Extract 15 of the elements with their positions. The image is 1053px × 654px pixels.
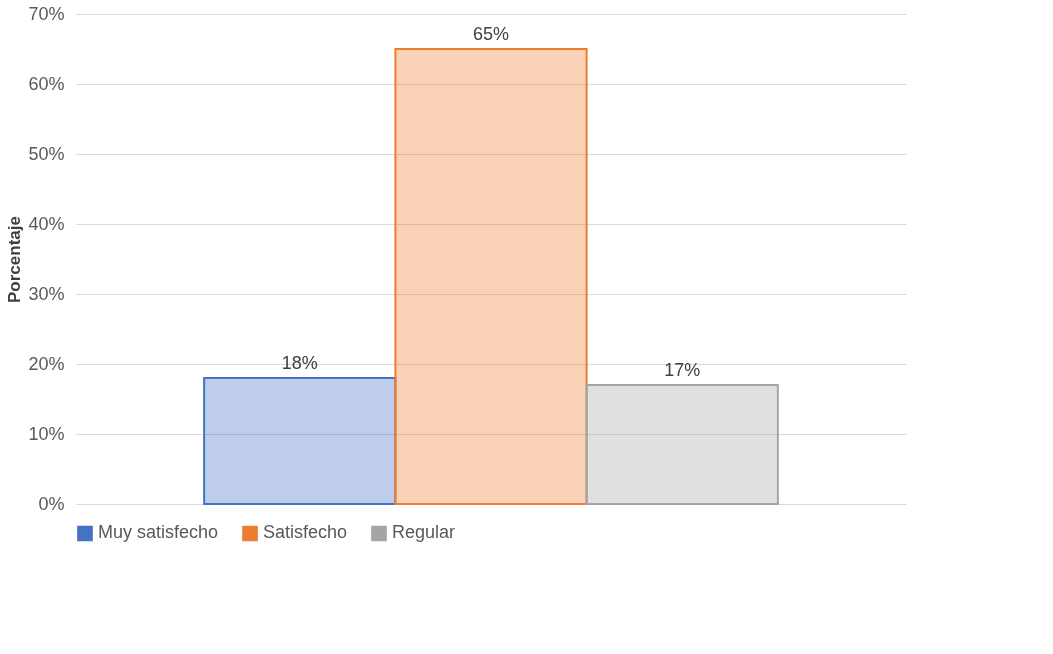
legend-label: Regular <box>392 522 456 543</box>
legend-label: Muy satisfecho <box>98 522 219 543</box>
y-tick-label: 70% <box>28 3 65 24</box>
legend-label: Satisfecho <box>263 522 348 543</box>
y-tick-label: 30% <box>28 283 65 304</box>
y-tick-label: 60% <box>28 73 65 94</box>
data-label: 17% <box>664 360 701 380</box>
y-tick-label: 40% <box>28 213 65 234</box>
data-label: 18% <box>281 353 318 373</box>
y-tick-label: 20% <box>28 353 65 374</box>
y-axis-title: Porcentaje <box>5 216 25 303</box>
y-tick-label: 50% <box>28 143 65 164</box>
y-tick-label: 0% <box>38 493 65 514</box>
data-label: 65% <box>472 24 510 44</box>
y-tick-label: 10% <box>28 423 65 444</box>
